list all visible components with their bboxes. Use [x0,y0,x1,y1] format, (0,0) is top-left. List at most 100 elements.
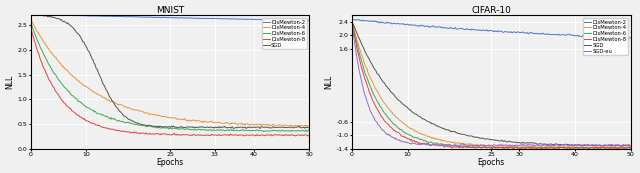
DisMewton-4 [280,125,287,127]
DisMewton-2 [583,35,591,37]
DisMewton-4 [306,125,314,127]
Line: DisMewton-8: DisMewton-8 [31,28,310,136]
Line: DisMewton-4: DisMewton-4 [31,20,310,127]
DisMewton-6 [260,131,268,133]
DisMewton-4 [28,19,35,21]
DisMewton-8 [27,27,35,29]
DisMewton-4 [513,145,521,148]
DisMewton-2 [198,17,205,20]
DisMewton-4 [348,19,356,21]
Line: DisMewton-6: DisMewton-6 [352,21,630,149]
Title: MNIST: MNIST [156,6,184,15]
SGD-eu [513,144,521,146]
DisMewton-6 [198,129,205,131]
DisMewton-6 [602,148,609,150]
DisMewton-2 [27,13,35,15]
DisMewton-8 [349,26,356,28]
Line: DisMewton-2: DisMewton-2 [31,14,310,20]
DisMewton-4 [349,23,356,25]
SGD-eu [348,19,356,21]
Legend: DisMewton-2, DisMewton-4, DisMewton-6, DisMewton-8, SGD, SGD-eu: DisMewton-2, DisMewton-4, DisMewton-6, D… [583,18,628,55]
Line: DisMewton-2: DisMewton-2 [352,19,630,38]
DisMewton-8 [192,134,200,136]
DisMewton-4 [518,146,526,148]
DisMewton-4 [602,146,609,148]
SGD [282,126,289,129]
DisMewton-6 [518,147,526,149]
SGD [611,145,618,147]
SGD [600,144,608,147]
DisMewton-4 [551,147,559,149]
DisMewton-6 [262,130,270,132]
DisMewton-8 [514,147,522,149]
DisMewton-8 [600,146,608,148]
DisMewton-2 [349,19,356,21]
DisMewton-2 [192,17,200,19]
SGD-eu [627,145,634,147]
DisMewton-2 [193,17,200,19]
SGD [27,14,35,16]
DisMewton-4 [27,19,35,21]
DisMewton-2 [262,19,269,21]
DisMewton-6 [349,24,356,26]
DisMewton-8 [262,134,269,136]
DisMewton-6 [28,24,35,26]
SGD-eu [537,145,545,148]
DisMewton-8 [518,146,526,148]
DisMewton-6 [513,146,521,148]
DisMewton-2 [513,31,521,33]
Line: SGD: SGD [352,21,630,146]
X-axis label: Epochs: Epochs [156,158,184,167]
DisMewton-6 [306,130,314,132]
DisMewton-8 [28,30,35,32]
Legend: DisMewton-2, DisMewton-4, DisMewton-6, DisMewton-8, SGD: DisMewton-2, DisMewton-4, DisMewton-6, D… [262,18,307,49]
SGD-eu [349,27,356,29]
DisMewton-6 [514,147,522,149]
DisMewton-8 [627,147,634,149]
DisMewton-4 [198,120,205,122]
DisMewton-8 [193,134,200,136]
DisMewton-8 [348,20,356,22]
Line: SGD-eu: SGD-eu [352,20,630,147]
DisMewton-2 [614,37,622,39]
DisMewton-2 [627,37,634,39]
SGD-eu [514,144,522,147]
X-axis label: Epochs: Epochs [477,158,505,167]
SGD-eu [602,144,609,146]
DisMewton-8 [620,148,628,150]
SGD [518,142,526,144]
DisMewton-2 [514,31,522,33]
Line: DisMewton-6: DisMewton-6 [31,23,310,132]
Y-axis label: NLL: NLL [6,75,15,89]
SGD [198,126,206,128]
DisMewton-6 [590,148,598,150]
SGD [348,20,356,22]
DisMewton-2 [518,31,526,33]
DisMewton-8 [280,135,287,137]
SGD-eu [518,145,526,147]
DisMewton-8 [513,147,521,149]
DisMewton-4 [584,146,591,148]
DisMewton-2 [305,19,312,21]
DisMewton-6 [192,129,200,131]
DisMewton-2 [306,19,314,21]
DisMewton-8 [198,134,205,136]
DisMewton-6 [583,146,591,148]
SGD [513,142,521,144]
Title: CIFAR-10: CIFAR-10 [471,6,511,15]
DisMewton-6 [348,20,356,22]
DisMewton-8 [583,147,591,149]
SGD [264,126,271,128]
DisMewton-4 [193,119,200,121]
DisMewton-2 [280,19,287,21]
SGD [627,145,634,147]
SGD-eu [584,143,591,145]
DisMewton-4 [262,123,269,125]
DisMewton-4 [192,120,200,122]
DisMewton-4 [627,146,634,148]
DisMewton-2 [600,36,608,38]
DisMewton-6 [193,129,200,131]
Y-axis label: NLL: NLL [324,75,333,89]
SGD [256,128,264,130]
DisMewton-6 [627,147,634,149]
